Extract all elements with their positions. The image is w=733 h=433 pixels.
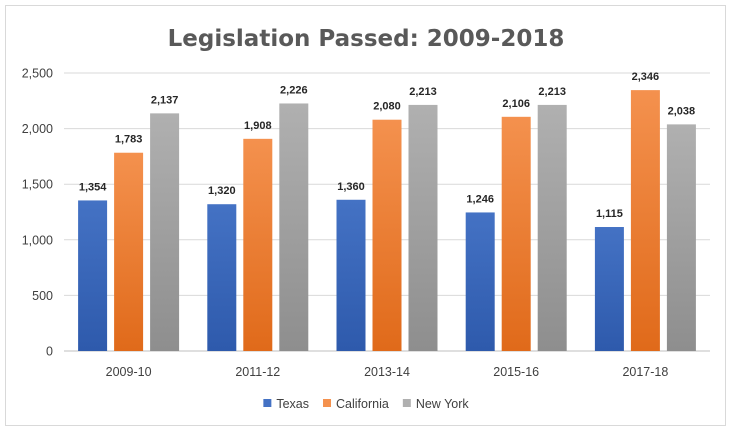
- bar-texas-2013-14: [336, 199, 366, 351]
- bar-texas-2009-10: [78, 200, 108, 351]
- data-label-new-york-2011-12: 2,226: [280, 84, 308, 96]
- data-label-texas-2011-12: 1,320: [208, 185, 236, 197]
- y-tick-label: 1,000: [22, 233, 53, 247]
- x-tick-label: 2017-18: [622, 365, 668, 379]
- bar-california-2015-16: [501, 116, 531, 351]
- bar-california-2011-12: [243, 138, 273, 351]
- x-tick-label: 2015-16: [493, 365, 539, 379]
- bar-new-york-2015-16: [537, 104, 567, 351]
- bar-texas-2017-18: [594, 227, 624, 351]
- bar-new-york-2013-14: [408, 104, 438, 351]
- x-tick-label: 2009-10: [106, 365, 152, 379]
- x-tick-label: 2011-12: [235, 365, 280, 379]
- legend-label-california: California: [336, 397, 389, 411]
- bar-california-2013-14: [372, 119, 402, 351]
- y-tick-label: 1,500: [22, 178, 53, 192]
- bar-california-2017-18: [630, 90, 660, 351]
- data-label-texas-2009-10: 1,354: [79, 181, 107, 193]
- data-label-california-2009-10: 1,783: [115, 134, 143, 146]
- legend-label-texas: Texas: [276, 397, 309, 411]
- bar-new-york-2009-10: [150, 113, 180, 351]
- data-label-california-2017-18: 2,346: [632, 71, 660, 83]
- y-axis-ticks: 0 500 1,000 1,500 2,000 2,500: [22, 67, 53, 359]
- data-label-texas-2015-16: 1,246: [466, 193, 494, 205]
- y-tick-label: 2,000: [22, 122, 53, 136]
- data-label-california-2013-14: 2,080: [373, 101, 401, 113]
- x-tick-label: 2013-14: [364, 365, 410, 379]
- data-label-california-2011-12: 1,908: [244, 120, 272, 132]
- bar-texas-2011-12: [207, 204, 237, 351]
- chart-title: Legislation Passed: 2009-2018: [168, 26, 565, 52]
- bar-california-2009-10: [114, 152, 144, 351]
- bar-new-york-2017-18: [666, 124, 696, 352]
- y-tick-label: 500: [32, 289, 53, 303]
- y-tick-label: 0: [46, 345, 53, 359]
- data-label-new-york-2009-10: 2,137: [151, 94, 179, 106]
- legend-swatch-texas: [263, 399, 272, 407]
- data-label-california-2015-16: 2,106: [502, 98, 530, 110]
- data-label-new-york-2015-16: 2,213: [538, 86, 566, 98]
- legend-swatch-new-york: [402, 399, 411, 407]
- data-label-new-york-2017-18: 2,038: [668, 105, 696, 117]
- bars: [78, 90, 696, 352]
- data-label-texas-2013-14: 1,360: [337, 181, 365, 193]
- legend-label-new-york: New York: [416, 397, 470, 411]
- data-label-new-york-2013-14: 2,213: [409, 86, 437, 98]
- legend-swatch-california: [323, 399, 332, 407]
- data-label-texas-2017-18: 1,115: [596, 208, 623, 220]
- legend: Texas California New York: [263, 397, 469, 411]
- bar-texas-2015-16: [465, 212, 495, 351]
- x-axis-ticks: 2009-10 2011-12 2013-14 2015-16 2017-18: [106, 365, 669, 379]
- bar-new-york-2011-12: [279, 103, 309, 351]
- data-labels: 1,354 1,783 2,137 1,320 1,908 2,226 1,360 2,080…: [79, 71, 695, 220]
- y-tick-label: 2,500: [22, 67, 53, 81]
